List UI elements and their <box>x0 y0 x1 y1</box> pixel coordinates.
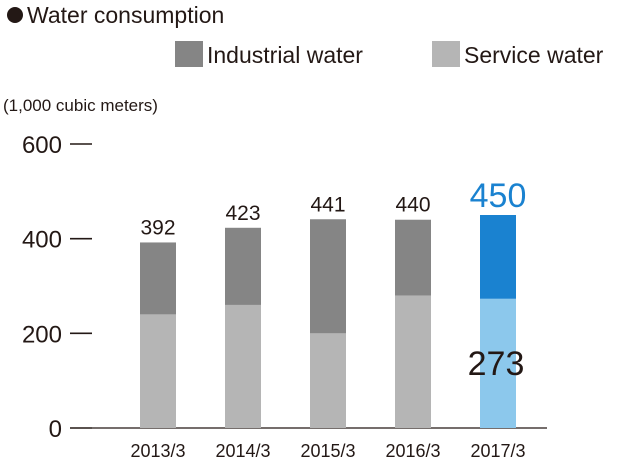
x-tick-label: 2014/3 <box>215 441 270 461</box>
y-tick-label: 200 <box>22 321 62 348</box>
legend: Industrial water Service water <box>175 41 604 68</box>
data-labels: 392 423 441 440 450 273 <box>140 177 526 383</box>
bar-service-water <box>310 333 346 428</box>
y-tick-label: 600 <box>22 132 62 159</box>
bar-total-label: 423 <box>225 202 260 225</box>
legend-label-industrial-water: Industrial water <box>207 42 363 68</box>
legend-swatch-industrial-water <box>175 41 203 67</box>
x-tick-label: 2015/3 <box>300 441 355 461</box>
x-tick-label: 2016/3 <box>385 441 440 461</box>
bar-service-water <box>225 304 261 428</box>
bar-total-label: 450 <box>470 177 527 215</box>
y-axis: 0 200 400 600 <box>22 132 547 443</box>
legend-swatch-service-water <box>432 41 460 67</box>
bar-service-water <box>480 298 516 428</box>
service-water-value-label: 273 <box>468 345 525 383</box>
bar-service-water <box>140 314 176 428</box>
y-tick-label: 400 <box>22 227 62 254</box>
unit-label: (1,000 cubic meters) <box>3 96 158 115</box>
bar-service-water <box>395 295 431 428</box>
y-tick-label: 0 <box>49 416 62 443</box>
bar-industrial-water <box>310 219 346 334</box>
legend-label-service-water: Service water <box>464 42 604 68</box>
bar-total-label: 392 <box>140 216 175 239</box>
bar-total-label: 440 <box>395 194 430 217</box>
bar-industrial-water <box>395 219 431 296</box>
bars <box>140 215 516 428</box>
bar-industrial-water <box>480 215 516 299</box>
x-axis-labels: 2013/3 2014/3 2015/3 2016/3 2017/3 <box>130 441 525 461</box>
bar-industrial-water <box>225 227 261 305</box>
bar-industrial-water <box>140 242 176 315</box>
x-tick-label: 2017/3 <box>470 441 525 461</box>
bar-total-label: 441 <box>310 193 345 216</box>
title-bullet-icon <box>7 7 23 23</box>
chart-title: Water consumption <box>27 2 224 28</box>
x-tick-label: 2013/3 <box>130 441 185 461</box>
